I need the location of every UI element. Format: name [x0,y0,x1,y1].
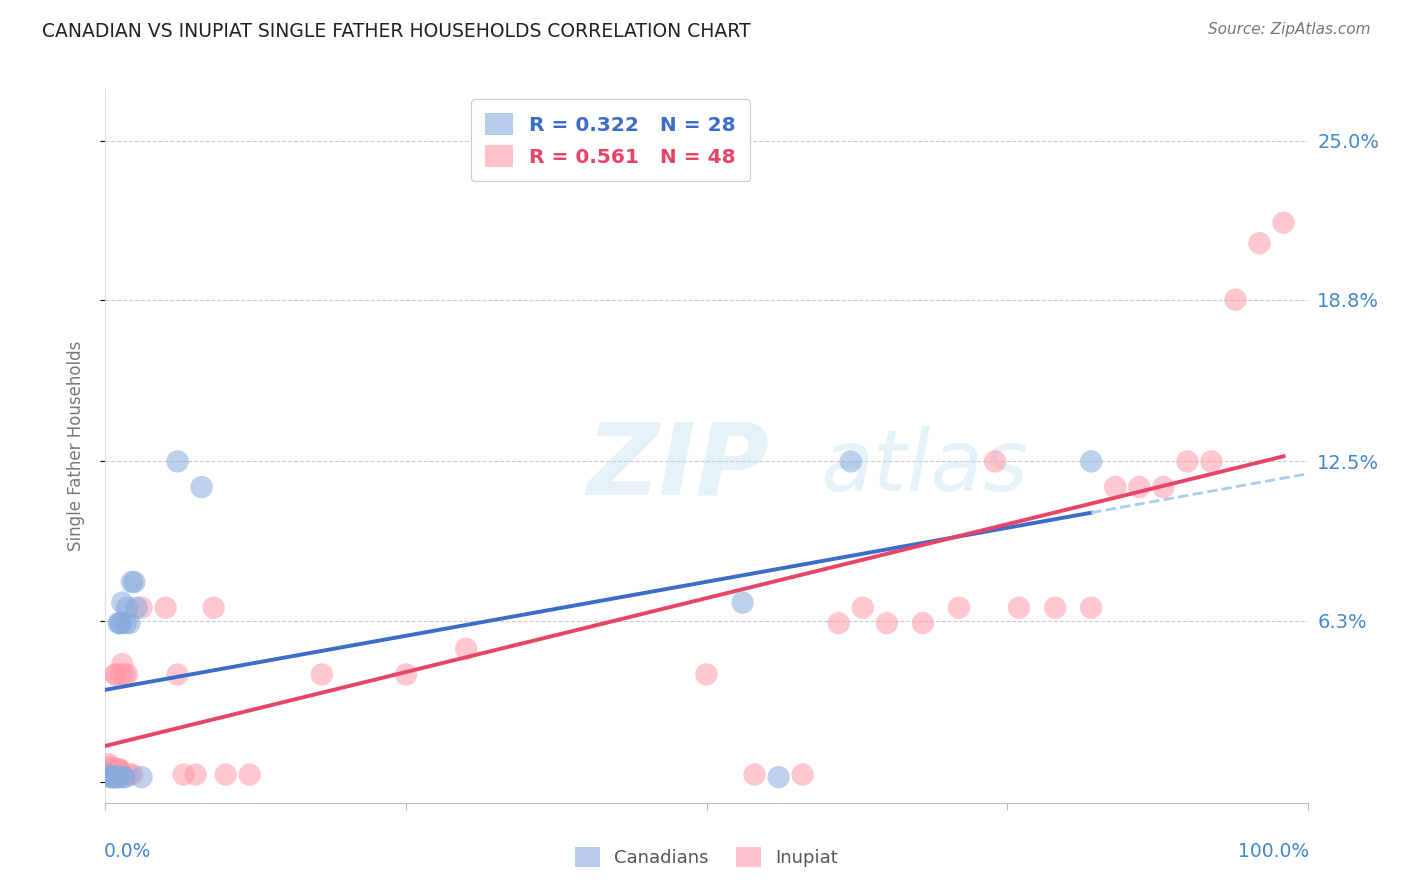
Text: CANADIAN VS INUPIAT SINGLE FATHER HOUSEHOLDS CORRELATION CHART: CANADIAN VS INUPIAT SINGLE FATHER HOUSEH… [42,22,751,41]
Point [98,767,121,781]
Point [118,616,141,631]
Point [100,770,122,784]
Point [166,667,188,681]
Point [1104,480,1126,494]
Point [1249,236,1271,251]
Point [100,763,122,777]
Point [107,763,129,777]
Text: 100.0%: 100.0% [1237,842,1309,861]
Point [768,770,790,784]
Point [112,770,135,784]
Point [115,667,138,681]
Point [839,454,862,468]
Point [105,667,128,681]
Point [104,770,127,784]
Point [828,616,851,631]
Point [108,763,131,777]
Text: ZIP: ZIP [586,419,769,516]
Point [103,770,125,784]
Point [107,763,129,777]
Point [1225,293,1247,307]
Point [214,767,236,781]
Point [115,600,138,615]
Point [107,770,129,784]
Point [202,600,225,615]
Point [311,667,333,681]
Text: atlas: atlas [821,425,1029,509]
Point [107,770,129,784]
Point [852,600,875,615]
Point [98,757,121,772]
Legend: Canadians, Inupiat: Canadians, Inupiat [565,838,848,876]
Point [984,454,1007,468]
Point [1080,454,1102,468]
Point [98,760,121,774]
Point [110,616,132,631]
Point [104,667,127,681]
Point [131,600,153,615]
Point [395,667,418,681]
Point [114,667,136,681]
Point [110,667,132,681]
Point [1272,216,1295,230]
Point [115,616,138,631]
Y-axis label: Single Father Households: Single Father Households [66,341,84,551]
Point [173,767,195,781]
Point [124,575,146,590]
Point [239,767,262,781]
Point [731,596,754,610]
Point [876,616,898,631]
Point [1128,480,1150,494]
Point [190,480,212,494]
Point [105,770,128,784]
Point [101,763,124,777]
Point [98,770,121,784]
Point [103,763,125,777]
Point [1043,600,1066,615]
Point [118,767,141,781]
Point [111,596,134,610]
Point [184,767,207,781]
Point [948,600,970,615]
Point [1175,454,1198,468]
Point [125,600,148,615]
Point [1080,600,1102,615]
Point [911,616,934,631]
Point [166,454,188,468]
Point [1008,600,1031,615]
Point [454,641,477,656]
Point [155,600,177,615]
Point [107,763,129,777]
Point [111,657,134,672]
Point [121,767,143,781]
Point [1152,480,1174,494]
Point [121,575,143,590]
Point [696,667,718,681]
Point [744,767,766,781]
Point [131,770,153,784]
Text: 0.0%: 0.0% [104,842,152,861]
Text: Source: ZipAtlas.com: Source: ZipAtlas.com [1208,22,1371,37]
Point [108,616,131,631]
Point [101,770,124,784]
Point [107,616,129,631]
Point [1201,454,1223,468]
Point [792,767,814,781]
Point [114,770,136,784]
